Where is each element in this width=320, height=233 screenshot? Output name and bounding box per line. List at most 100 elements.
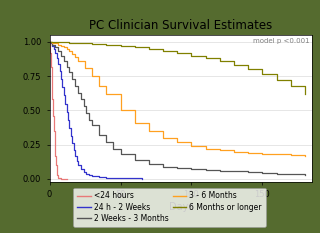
2 Weeks - 3 Months xyxy=(97,134,101,137)
2 Weeks - 3 Months xyxy=(90,124,94,127)
3 - 6 Months xyxy=(218,149,222,152)
3 - 6 Months xyxy=(303,154,307,157)
6 Months or longer xyxy=(84,42,88,45)
24 h - 2 Weeks xyxy=(87,174,91,176)
3 - 6 Months xyxy=(83,66,87,69)
3 - 6 Months xyxy=(51,42,54,45)
X-axis label: Days: Days xyxy=(169,202,193,212)
6 Months or longer xyxy=(133,46,137,49)
3 - 6 Months xyxy=(246,151,250,154)
2 Weeks - 3 Months xyxy=(204,169,208,171)
24 h - 2 Weeks xyxy=(60,86,64,89)
3 - 6 Months xyxy=(104,93,108,95)
24 h - 2 Weeks xyxy=(52,47,56,50)
24 h - 2 Weeks xyxy=(111,177,115,179)
<24 hours xyxy=(48,40,52,43)
<24 hours xyxy=(48,51,52,54)
<24 hours xyxy=(53,154,57,157)
<24 hours xyxy=(49,65,53,68)
6 Months or longer xyxy=(79,42,83,45)
2 Weeks - 3 Months xyxy=(119,153,123,156)
6 Months or longer xyxy=(90,42,94,45)
24 h - 2 Weeks xyxy=(68,127,71,130)
24 h - 2 Weeks xyxy=(133,177,137,180)
24 h - 2 Weeks xyxy=(76,164,80,167)
2 Weeks - 3 Months xyxy=(70,77,74,80)
2 Weeks - 3 Months xyxy=(246,171,250,174)
2 Weeks - 3 Months xyxy=(111,147,115,150)
<24 hours xyxy=(59,177,63,180)
24 h - 2 Weeks xyxy=(65,110,68,113)
3 - 6 Months xyxy=(62,46,66,49)
2 Weeks - 3 Months xyxy=(104,140,108,143)
24 h - 2 Weeks xyxy=(53,51,57,54)
2 Weeks - 3 Months xyxy=(161,165,165,168)
24 h - 2 Weeks xyxy=(140,177,144,180)
24 h - 2 Weeks xyxy=(119,177,123,180)
Line: 24 h - 2 Weeks: 24 h - 2 Weeks xyxy=(50,42,142,178)
3 - 6 Months xyxy=(68,50,71,53)
24 h - 2 Weeks xyxy=(48,40,52,43)
24 h - 2 Weeks xyxy=(84,172,88,175)
2 Weeks - 3 Months xyxy=(76,91,80,94)
24 h - 2 Weeks xyxy=(126,177,130,180)
3 - 6 Months xyxy=(204,147,208,150)
6 Months or longer xyxy=(204,57,208,60)
2 Weeks - 3 Months xyxy=(68,71,71,73)
2 Weeks - 3 Months xyxy=(59,54,63,57)
2 Weeks - 3 Months xyxy=(303,174,307,176)
3 - 6 Months xyxy=(133,121,137,124)
6 Months or longer xyxy=(303,93,307,95)
24 h - 2 Weeks xyxy=(70,142,74,145)
3 - 6 Months xyxy=(59,45,63,47)
2 Weeks - 3 Months xyxy=(232,170,236,173)
6 Months or longer xyxy=(275,78,278,81)
24 h - 2 Weeks xyxy=(66,119,70,121)
6 Months or longer xyxy=(189,54,193,57)
6 Months or longer xyxy=(68,41,71,44)
2 Weeks - 3 Months xyxy=(175,167,179,169)
Title: PC Clinician Survival Estimates: PC Clinician Survival Estimates xyxy=(89,19,272,32)
<24 hours xyxy=(62,178,66,180)
3 - 6 Months xyxy=(53,42,57,45)
<24 hours xyxy=(60,178,64,180)
3 - 6 Months xyxy=(90,75,94,78)
6 Months or longer xyxy=(73,41,77,44)
6 Months or longer xyxy=(97,43,101,46)
3 - 6 Months xyxy=(147,130,151,132)
6 Months or longer xyxy=(289,84,293,87)
24 h - 2 Weeks xyxy=(97,175,101,178)
6 Months or longer xyxy=(260,73,264,75)
24 h - 2 Weeks xyxy=(56,62,60,65)
2 Weeks - 3 Months xyxy=(275,172,278,175)
2 Weeks - 3 Months xyxy=(189,168,193,171)
2 Weeks - 3 Months xyxy=(62,60,66,62)
<24 hours xyxy=(56,176,60,179)
<24 hours xyxy=(65,178,68,180)
24 h - 2 Weeks xyxy=(58,69,61,72)
6 Months or longer xyxy=(175,52,179,55)
2 Weeks - 3 Months xyxy=(289,173,293,176)
24 h - 2 Weeks xyxy=(93,175,97,178)
24 h - 2 Weeks xyxy=(59,77,63,80)
<24 hours xyxy=(51,114,55,117)
6 Months or longer xyxy=(232,63,236,66)
24 h - 2 Weeks xyxy=(63,102,67,105)
3 - 6 Months xyxy=(260,152,264,155)
Line: <24 hours: <24 hours xyxy=(50,42,67,179)
Line: 3 - 6 Months: 3 - 6 Months xyxy=(50,42,305,156)
2 Weeks - 3 Months xyxy=(53,46,57,49)
24 h - 2 Weeks xyxy=(79,168,83,171)
2 Weeks - 3 Months xyxy=(65,65,68,68)
6 Months or longer xyxy=(161,49,165,52)
<24 hours xyxy=(55,169,59,172)
<24 hours xyxy=(50,82,54,84)
3 - 6 Months xyxy=(48,40,52,43)
2 Weeks - 3 Months xyxy=(82,105,85,108)
6 Months or longer xyxy=(48,40,52,43)
2 Weeks - 3 Months xyxy=(51,43,54,46)
6 Months or longer xyxy=(147,48,151,50)
Line: 2 Weeks - 3 Months: 2 Weeks - 3 Months xyxy=(50,42,305,175)
2 Weeks - 3 Months xyxy=(79,98,83,101)
3 - 6 Months xyxy=(189,145,193,147)
